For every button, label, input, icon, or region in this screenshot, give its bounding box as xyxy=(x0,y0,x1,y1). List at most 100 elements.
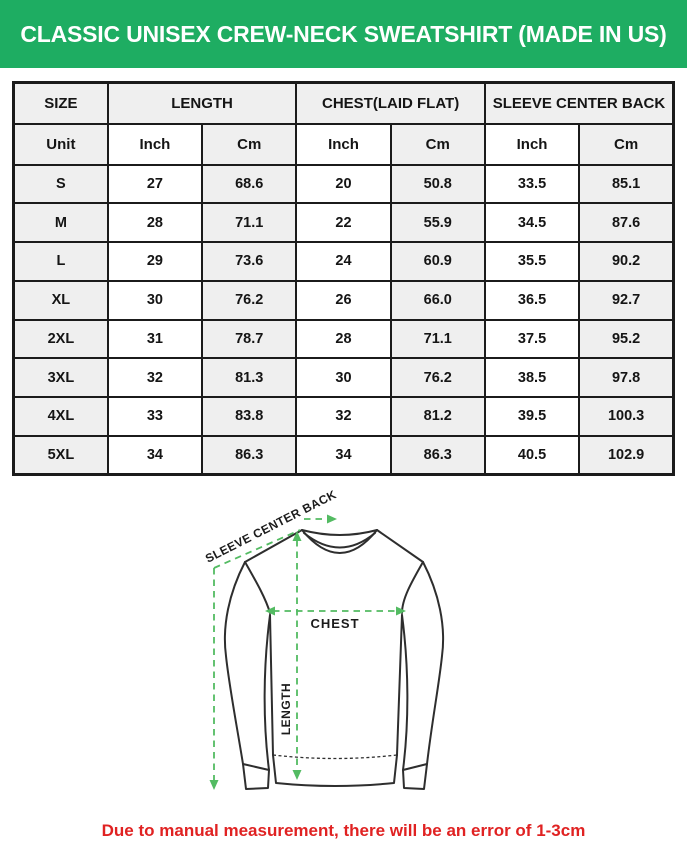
measurement-note: Due to manual measurement, there will be… xyxy=(101,821,586,840)
cell-chest-cm: 66.0 xyxy=(389,279,486,321)
cell-length-inch: 27 xyxy=(106,163,204,205)
collar-back-line xyxy=(301,529,378,536)
cell-sleeve-inch: 38.5 xyxy=(483,357,581,398)
arrow-right-icon xyxy=(327,514,337,524)
group-header-row: SIZE LENGTH CHEST(LAID FLAT) SLEEVE CENT… xyxy=(12,81,675,125)
cell-length-inch: 33 xyxy=(106,396,204,437)
col-header-size: SIZE xyxy=(12,81,109,125)
sleeve-measure-label: SLEEVE CENTER BACK xyxy=(203,487,339,565)
arrow-right-icon xyxy=(396,606,406,616)
cell-length-cm: 73.6 xyxy=(201,241,298,282)
cell-chest-cm: 71.1 xyxy=(389,318,486,360)
left-armhole-seam xyxy=(244,561,271,614)
cell-sleeve-cm: 102.9 xyxy=(578,434,675,476)
col-header-sleeve: SLEEVE CENTER BACK xyxy=(483,81,675,125)
cell-chest-inch: 20 xyxy=(295,163,392,205)
cell-length-inch: 28 xyxy=(106,202,204,243)
cell-chest-inch: 32 xyxy=(295,396,392,437)
cell-size: M xyxy=(12,202,109,243)
cell-chest-cm: 81.2 xyxy=(389,396,486,437)
cell-size: 5XL xyxy=(12,434,109,476)
cell-sleeve-inch: 34.5 xyxy=(483,202,581,243)
unit-inch-cell: Inch xyxy=(295,122,392,166)
product-title-banner: CLASSIC UNISEX CREW-NECK SWEATSHIRT (MAD… xyxy=(0,0,687,68)
cell-size: 2XL xyxy=(12,318,109,360)
cell-sleeve-cm: 90.2 xyxy=(578,241,675,282)
cell-size: 4XL xyxy=(12,396,109,437)
cell-sleeve-inch: 40.5 xyxy=(483,434,581,476)
cell-length-cm: 78.7 xyxy=(201,318,298,360)
cell-size: S xyxy=(12,163,109,205)
arrow-up-icon xyxy=(292,531,302,541)
sweatshirt-diagram: SLEEVE CENTER BACK CHEST LENGTH xyxy=(118,483,568,828)
size-table: SIZE LENGTH CHEST(LAID FLAT) SLEEVE CENT… xyxy=(12,81,675,476)
table-row: 5XL 34 86.3 34 86.3 40.5 102.9 xyxy=(12,434,675,476)
cell-chest-cm: 55.9 xyxy=(389,202,486,243)
cell-size: 3XL xyxy=(12,357,109,398)
cell-sleeve-cm: 92.7 xyxy=(578,279,675,321)
hem-seam xyxy=(272,754,398,760)
stitch-seams xyxy=(242,754,428,771)
cell-length-inch: 30 xyxy=(106,279,204,321)
table-row: S 27 68.6 20 50.8 33.5 85.1 xyxy=(12,163,675,205)
sweatshirt-outline xyxy=(223,529,445,790)
length-measure: LENGTH xyxy=(279,531,302,780)
table-row: 4XL 33 83.8 32 81.2 39.5 100.3 xyxy=(12,396,675,437)
body-left-edge xyxy=(269,614,274,756)
right-cuff-seam xyxy=(402,763,428,771)
right-sleeve-outer xyxy=(422,561,445,765)
table-row: XL 30 76.2 26 66.0 36.5 92.7 xyxy=(12,279,675,321)
arrow-down-icon xyxy=(292,770,302,780)
col-header-length: LENGTH xyxy=(106,81,298,125)
cell-length-inch: 31 xyxy=(106,318,204,360)
cell-sleeve-cm: 95.2 xyxy=(578,318,675,360)
cell-length-cm: 76.2 xyxy=(201,279,298,321)
cell-length-cm: 83.8 xyxy=(201,396,298,437)
cell-sleeve-inch: 35.5 xyxy=(483,241,581,282)
unit-inch-cell: Inch xyxy=(106,122,204,166)
cell-length-cm: 71.1 xyxy=(201,202,298,243)
chest-measure: CHEST xyxy=(265,606,406,631)
cell-chest-inch: 26 xyxy=(295,279,392,321)
arrow-down-icon xyxy=(209,780,219,790)
page-title: CLASSIC UNISEX CREW-NECK SWEATSHIRT (MAD… xyxy=(20,20,667,47)
left-sleeve-outer xyxy=(223,561,246,765)
sleeve-measure-diagonal xyxy=(213,529,301,569)
cell-chest-inch: 22 xyxy=(295,202,392,243)
cell-chest-inch: 28 xyxy=(295,318,392,360)
left-cuff xyxy=(242,763,270,790)
cell-sleeve-inch: 37.5 xyxy=(483,318,581,360)
right-shoulder-seam xyxy=(376,529,424,563)
table-row: M 28 71.1 22 55.9 34.5 87.6 xyxy=(12,202,675,243)
unit-header-cell: Unit xyxy=(12,122,109,166)
cell-length-inch: 29 xyxy=(106,241,204,282)
cell-sleeve-inch: 36.5 xyxy=(483,279,581,321)
cell-chest-cm: 76.2 xyxy=(389,357,486,398)
arrow-left-icon xyxy=(265,606,275,616)
cell-sleeve-cm: 87.6 xyxy=(578,202,675,243)
cell-chest-cm: 50.8 xyxy=(389,163,486,205)
unit-cm-cell: Cm xyxy=(578,122,675,166)
cell-chest-inch: 24 xyxy=(295,241,392,282)
unit-inch-cell: Inch xyxy=(483,122,581,166)
left-shoulder-seam xyxy=(244,529,303,563)
cell-sleeve-cm: 97.8 xyxy=(578,357,675,398)
cell-chest-cm: 60.9 xyxy=(389,241,486,282)
cell-size: L xyxy=(12,241,109,282)
unit-cm-cell: Cm xyxy=(201,122,298,166)
hem-band xyxy=(272,754,398,787)
cell-sleeve-inch: 33.5 xyxy=(483,163,581,205)
cell-size: XL xyxy=(12,279,109,321)
table-row: 2XL 31 78.7 28 71.1 37.5 95.2 xyxy=(12,318,675,360)
cell-length-cm: 81.3 xyxy=(201,357,298,398)
unit-cm-cell: Cm xyxy=(389,122,486,166)
collar-rib-arc xyxy=(303,532,376,549)
table-row: L 29 73.6 24 60.9 35.5 90.2 xyxy=(12,241,675,282)
cell-sleeve-cm: 100.3 xyxy=(578,396,675,437)
cell-chest-inch: 30 xyxy=(295,357,392,398)
right-sleeve-inner xyxy=(401,614,409,771)
right-cuff xyxy=(402,763,428,790)
collar-outer-arc xyxy=(301,529,378,554)
cell-length-cm: 68.6 xyxy=(201,163,298,205)
sweatshirt-measurement-drawing: SLEEVE CENTER BACK CHEST LENGTH xyxy=(203,487,445,790)
